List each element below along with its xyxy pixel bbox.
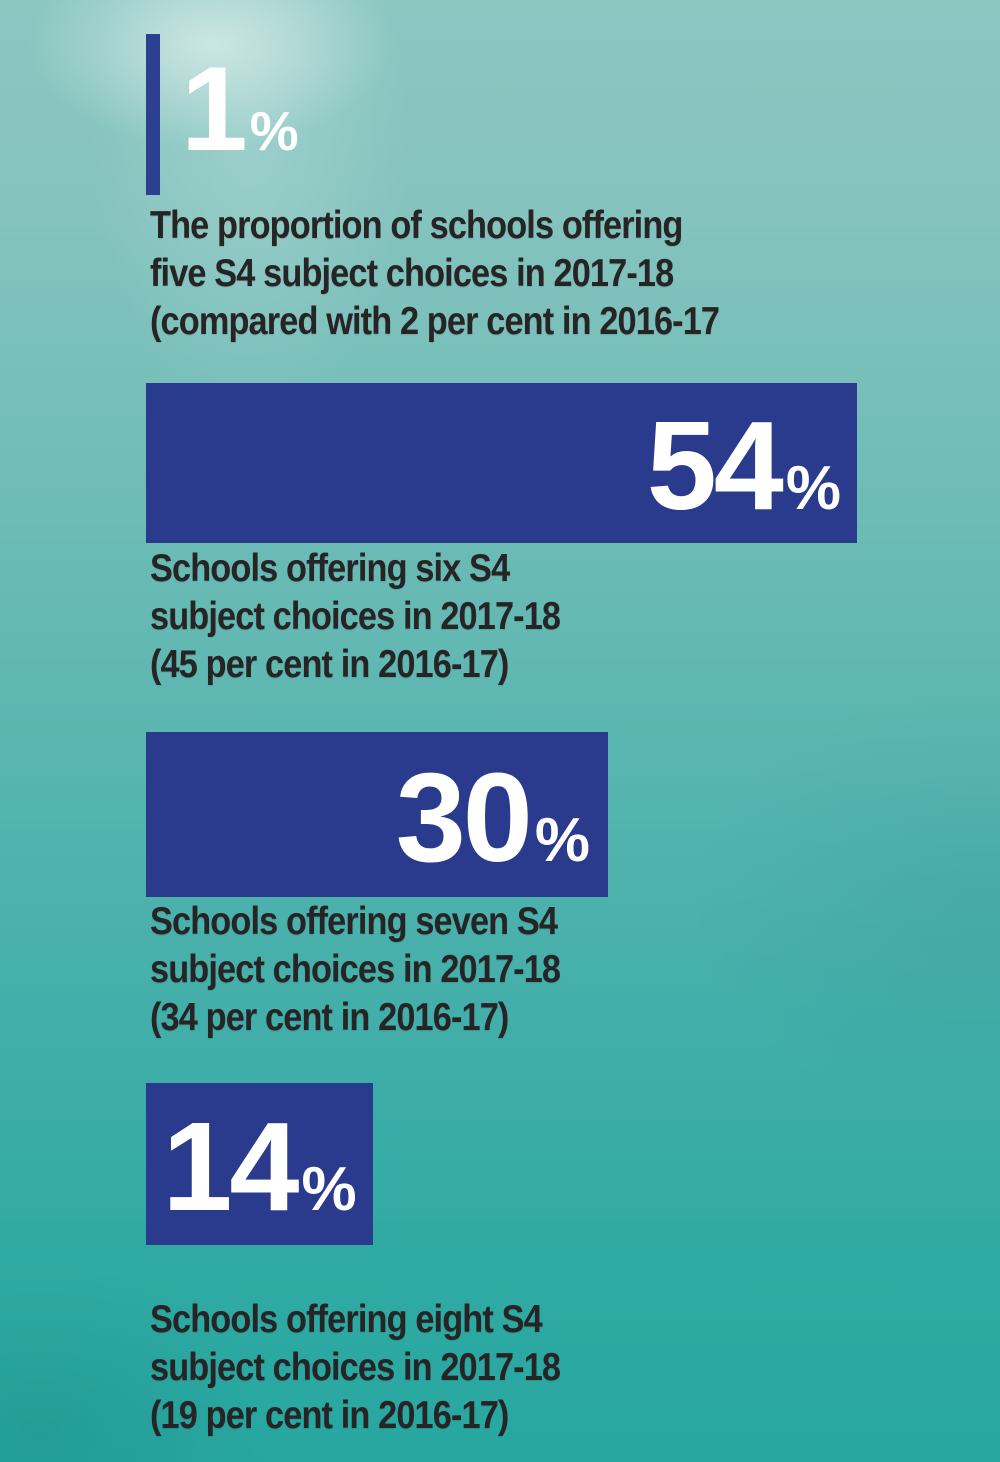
percent-sign: % (249, 100, 299, 162)
bar-value: 1 (181, 42, 248, 176)
value-six-s4: 54% (647, 403, 841, 529)
caption-line: (34 per cent in 2016-17) (150, 996, 509, 1039)
bar-six-s4: 54% (146, 383, 857, 543)
percent-sign: % (301, 1155, 357, 1224)
percent-sign: % (785, 454, 841, 523)
caption-line: (19 per cent in 2016-17) (150, 1394, 509, 1437)
bar-value: 30 (395, 746, 533, 888)
caption-line: subject choices in 2017-18 (150, 1346, 561, 1389)
caption-six-s4: Schools offering six S4 subject choices … (150, 545, 561, 689)
value-seven-s4: 30% (396, 754, 590, 881)
caption-five-s4: The proportion of schools offering five … (150, 202, 720, 346)
caption-line: The proportion of schools offering (150, 204, 683, 247)
caption-line: subject choices in 2017-18 (150, 595, 561, 638)
caption-line: five S4 subject choices in 2017-18 (150, 252, 674, 295)
caption-seven-s4: Schools offering seven S4 subject choice… (150, 898, 561, 1042)
caption-line: (45 per cent in 2016-17) (150, 643, 509, 686)
caption-eight-s4: Schools offering eight S4 subject choice… (150, 1296, 561, 1440)
caption-line: subject choices in 2017-18 (150, 948, 561, 991)
caption-line: Schools offering seven S4 (150, 900, 558, 943)
bar-seven-s4: 30% (146, 732, 608, 897)
bar-value: 54 (646, 395, 784, 536)
caption-line: Schools offering six S4 (150, 547, 510, 590)
value-five-s4: 1% (181, 49, 299, 169)
percent-sign: % (534, 805, 590, 875)
bar-eight-s4: 14% (146, 1083, 373, 1245)
caption-line: Schools offering eight S4 (150, 1298, 543, 1341)
value-eight-s4: 14% (162, 1104, 356, 1230)
caption-line: (compared with 2 per cent in 2016-17 (150, 300, 720, 343)
bar-value: 14 (162, 1096, 299, 1237)
bar-five-s4 (146, 34, 160, 195)
